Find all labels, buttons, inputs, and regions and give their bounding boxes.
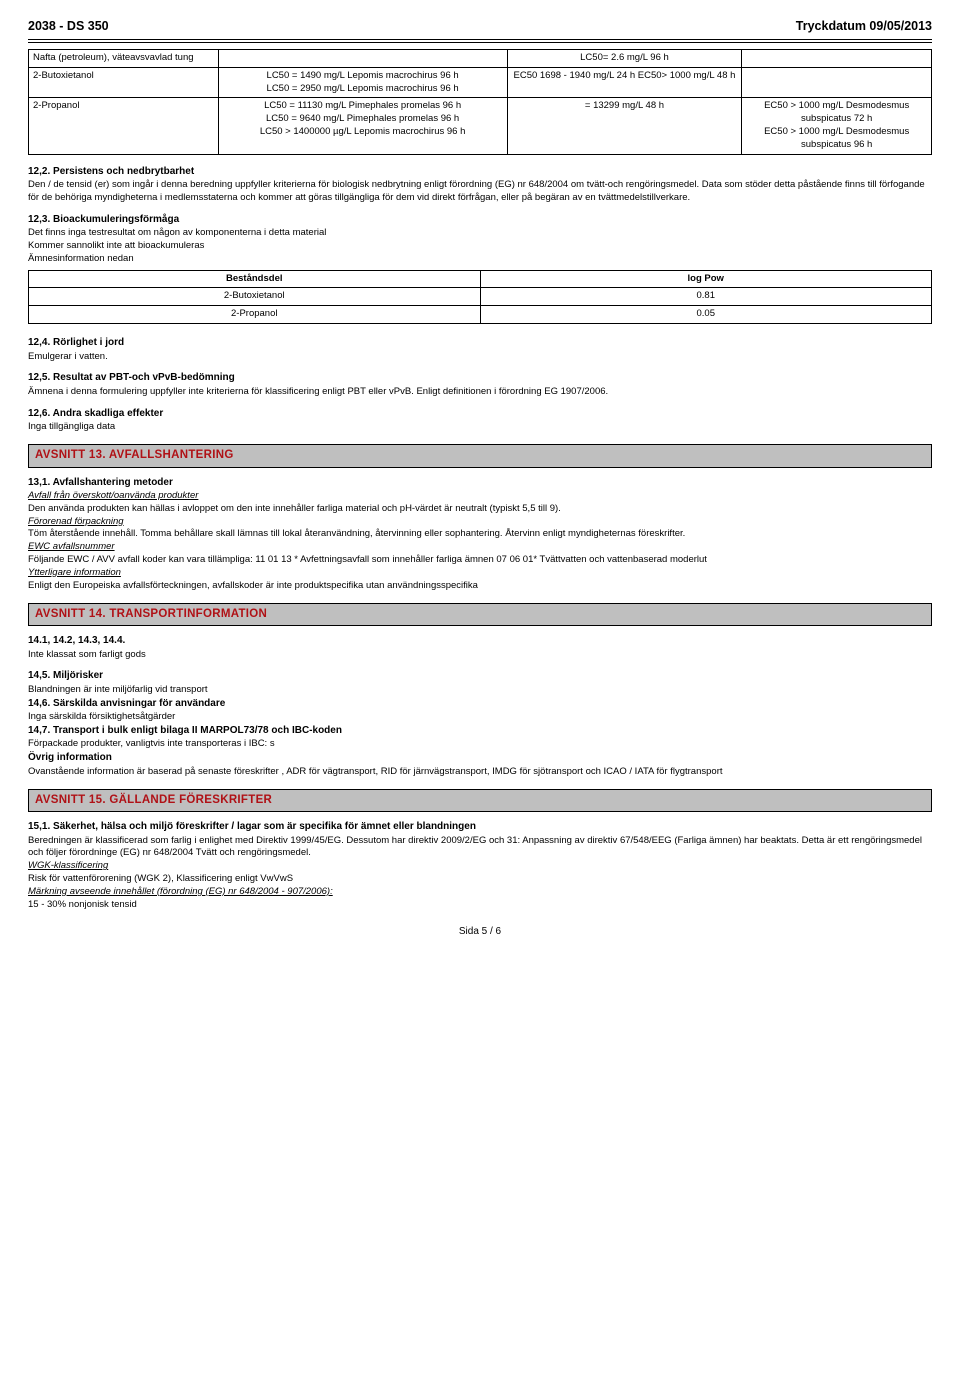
logpow-cell: 0.81 bbox=[480, 288, 932, 306]
tox-cell bbox=[742, 49, 932, 67]
tox-cell: EC50 1698 - 1940 mg/L 24 h EC50> 1000 mg… bbox=[507, 67, 742, 98]
section-14-1-body: Inte klassat som farligt gods bbox=[28, 649, 932, 662]
table-row: 2-Butoxietanol 0.81 bbox=[29, 288, 932, 306]
section-12-3-body: Det finns inga testresultat om någon av … bbox=[28, 227, 932, 265]
section-14-5-body: Blandningen är inte miljöfarlig vid tran… bbox=[28, 684, 932, 697]
table-row: 2-PropanolLC50 = 11130 mg/L Pimephales p… bbox=[29, 98, 932, 154]
waste-p4: Enligt den Europeiska avfallsförteckning… bbox=[28, 580, 478, 591]
tox-cell bbox=[742, 67, 932, 98]
section-15-body: Beredningen är klassificerad som farlig … bbox=[28, 835, 932, 912]
section-14-banner: AVSNITT 14. TRANSPORTINFORMATION bbox=[28, 603, 932, 627]
section-12-5-body: Ämnena i denna formulering uppfyller int… bbox=[28, 386, 932, 399]
labelling-body: 15 - 30% nonjonisk tensid bbox=[28, 899, 137, 910]
waste-p3: Följande EWC / AVV avfall koder kan vara… bbox=[28, 554, 707, 565]
section-12-2-title: 12,2. Persistens och nedbrytbarhet bbox=[28, 165, 932, 179]
tox-cell: LC50 = 11130 mg/L Pimephales promelas 96… bbox=[218, 98, 507, 154]
logpow-cell: 0.05 bbox=[480, 306, 932, 324]
waste-p1: Den använda produkten kan hällas i avlop… bbox=[28, 503, 561, 514]
section-14-other-title: Övrig information bbox=[28, 751, 932, 765]
waste-subhead-2: Förorenad förpackning bbox=[28, 516, 124, 527]
section-12-5-title: 12,5. Resultat av PBT-och vPvB-bedömning bbox=[28, 371, 932, 385]
table-row: Nafta (petroleum), väteavsvavlad tung LC5… bbox=[29, 49, 932, 67]
logpow-cell: 2-Propanol bbox=[29, 306, 481, 324]
page-footer: Sida 5 / 6 bbox=[28, 925, 932, 939]
tox-cell: LC50= 2.6 mg/L 96 h bbox=[507, 49, 742, 67]
waste-p2: Töm återstående innehåll. Tomma behållar… bbox=[28, 528, 685, 539]
section-15-banner: AVSNITT 15. GÄLLANDE FÖRESKRIFTER bbox=[28, 789, 932, 813]
tox-cell: = 13299 mg/L 48 h bbox=[507, 98, 742, 154]
section-12-4-title: 12,4. Rörlighet i jord bbox=[28, 336, 932, 350]
logpow-cell: 2-Butoxietanol bbox=[29, 288, 481, 306]
logpow-col1-header: Beståndsdel bbox=[29, 270, 481, 288]
section-12-3-line2: Kommer sannolikt inte att bioackumuleras bbox=[28, 240, 204, 251]
section-13-banner: AVSNITT 13. AVFALLSHANTERING bbox=[28, 444, 932, 468]
page-header: 2038 - DS 350 Tryckdatum 09/05/2013 bbox=[28, 18, 932, 40]
table-row: 2-Propanol 0.05 bbox=[29, 306, 932, 324]
section-12-6-body: Inga tillgängliga data bbox=[28, 421, 932, 434]
waste-subhead-3: EWC avfallsnummer bbox=[28, 541, 115, 552]
section-14-other-body: Ovanstående information är baserad på se… bbox=[28, 766, 932, 779]
doc-code: 2038 - DS 350 bbox=[28, 18, 109, 35]
section-15-p1: Beredningen är klassificerad som farlig … bbox=[28, 835, 922, 859]
tox-cell: LC50 = 1490 mg/L Lepomis macrochirus 96 … bbox=[218, 67, 507, 98]
print-date: Tryckdatum 09/05/2013 bbox=[796, 18, 932, 35]
section-14-6-title: 14,6. Särskilda anvisningar för användar… bbox=[28, 697, 932, 711]
section-14-5-title: 14,5. Miljörisker bbox=[28, 669, 932, 683]
section-12-3-title: 12,3. Bioackumuleringsförmåga bbox=[28, 213, 932, 227]
tox-cell: EC50 > 1000 mg/L Desmodesmus subspicatus… bbox=[742, 98, 932, 154]
section-12-3-line1: Det finns inga testresultat om någon av … bbox=[28, 227, 326, 238]
logpow-col2-header: log Pow bbox=[480, 270, 932, 288]
section-13-body: Avfall från överskott/oanvända produkter… bbox=[28, 490, 932, 593]
section-14-1-title: 14.1, 14.2, 14.3, 14.4. bbox=[28, 634, 932, 648]
toxicity-table: Nafta (petroleum), väteavsvavlad tungLC5… bbox=[28, 49, 932, 155]
section-12-4-body: Emulgerar i vatten. bbox=[28, 351, 932, 364]
wgk-body: Risk för vattenförorening (WGK 2), Klass… bbox=[28, 873, 293, 884]
labelling-subhead: Märkning avseende innehållet (förordning… bbox=[28, 886, 333, 897]
section-14-6-body: Inga särskilda försiktighetsåtgärder bbox=[28, 711, 932, 724]
waste-subhead-4: Ytterligare information bbox=[28, 567, 121, 578]
section-14-7-title: 14,7. Transport i bulk enligt bilaga II … bbox=[28, 724, 932, 738]
wgk-subhead: WGK-klassificering bbox=[28, 860, 108, 871]
section-15-1-title: 15,1. Säkerhet, hälsa och miljö föreskri… bbox=[28, 820, 932, 834]
waste-subhead-1: Avfall från överskott/oanvända produkter bbox=[28, 490, 198, 501]
section-14-7-body: Förpackade produkter, vanligtvis inte tr… bbox=[28, 738, 932, 751]
tox-cell bbox=[218, 49, 507, 67]
tox-cell: 2-Propanol bbox=[29, 98, 219, 154]
table-row: 2-ButoxietanolLC50 = 1490 mg/L Lepomis m… bbox=[29, 67, 932, 98]
tox-cell: 2-Butoxietanol bbox=[29, 67, 219, 98]
header-rule bbox=[28, 42, 932, 43]
section-12-2-body: Den / de tensid (er) som ingår i denna b… bbox=[28, 179, 932, 205]
section-12-6-title: 12,6. Andra skadliga effekter bbox=[28, 407, 932, 421]
section-12-3-line3: Ämnesinformation nedan bbox=[28, 253, 134, 264]
section-13-1-title: 13,1. Avfallshantering metoder bbox=[28, 476, 932, 490]
tox-cell: Nafta (petroleum), väteavsvavlad tung bbox=[29, 49, 219, 67]
logpow-table: Beståndsdel log Pow 2-Butoxietanol 0.81 … bbox=[28, 270, 932, 324]
